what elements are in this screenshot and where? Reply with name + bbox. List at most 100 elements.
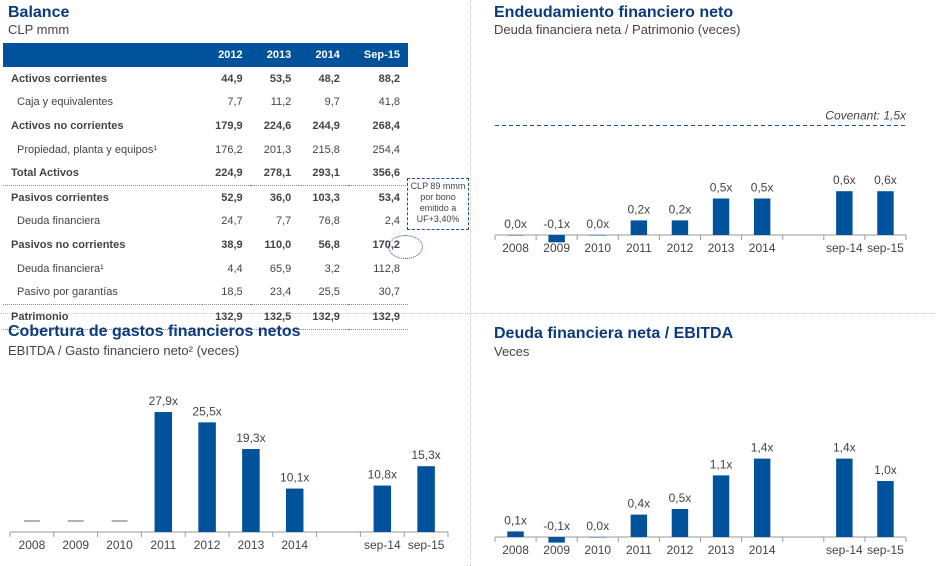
cell: 38,9 — [221, 238, 243, 251]
x-tick-label: 2011 — [626, 241, 652, 255]
cell: 41,8 — [378, 96, 400, 109]
x-tick-label: sep-15 — [408, 538, 445, 552]
x-tick-label: 2011 — [150, 538, 176, 552]
data-label: 19,3x — [236, 431, 265, 445]
table-row: Pasivo por garantías 18,5 23,4 25,5 30,7 — [3, 280, 408, 304]
x-tick-label: sep-14 — [826, 241, 863, 255]
cell: 132,9 — [202, 303, 251, 330]
data-label: 10,1x — [280, 471, 309, 485]
cell: 53,5 — [269, 72, 292, 85]
bar — [712, 475, 730, 537]
row-label: Deuda financiera — [17, 215, 101, 228]
cell: 3,2 — [324, 262, 340, 275]
table-row: Pasivos corrientes 52,9 36,0 103,3 53,4 — [3, 184, 408, 210]
x-tick-label: 2012 — [194, 538, 221, 552]
x-tick-label: 2009 — [62, 538, 89, 552]
x-tick-label: 2008 — [502, 543, 529, 557]
x-tick-label: 2010 — [584, 241, 611, 255]
chart1-subtitle: Deuda financiera neta / Patrimonio (vece… — [494, 22, 741, 37]
data-label: 0,6x — [833, 173, 856, 187]
table-row: Caja y equivalentes 7,7 11,2 9,7 41,8 — [3, 91, 408, 115]
table-row: Total Activos 224,9 278,1 293,1 356,6 — [3, 161, 408, 185]
bar — [589, 235, 606, 236]
row-label: Deuda financiera¹ — [17, 262, 104, 275]
data-label: 0,0x — [586, 217, 609, 231]
bar — [836, 191, 853, 235]
bar — [836, 458, 853, 537]
table-row: Deuda financiera¹ 4,4 65,9 3,2 112,8 — [3, 257, 408, 281]
bar — [753, 198, 771, 235]
cell: 52,9 — [202, 184, 251, 210]
bar — [507, 235, 524, 236]
cell: 244,9 — [312, 119, 340, 132]
x-tick-label: 2014 — [281, 538, 308, 552]
bar — [712, 198, 730, 235]
x-tick-label: sep-15 — [867, 543, 904, 557]
bar — [285, 488, 304, 532]
x-tick-label: 2013 — [238, 538, 265, 552]
cell: 132,5 — [250, 303, 300, 330]
bar — [417, 466, 435, 532]
x-tick-label: 2010 — [584, 543, 611, 557]
divider-horizontal — [0, 313, 936, 314]
bar — [671, 509, 689, 537]
data-label: 1,4x — [833, 441, 856, 455]
cell: 23,4 — [269, 286, 292, 299]
cell: 110,0 — [264, 238, 292, 251]
cell: 30,7 — [378, 286, 400, 299]
x-tick-label: sep-14 — [826, 543, 863, 557]
bar — [154, 412, 173, 532]
data-label: 0,5x — [751, 181, 774, 195]
balance-title: Balance — [8, 4, 70, 21]
data-label: 10,8x — [368, 468, 397, 482]
x-tick-label: 2014 — [749, 241, 776, 255]
data-label: 1,4x — [751, 441, 774, 455]
x-tick-label: 2008 — [502, 241, 529, 255]
highlight-circle — [388, 235, 423, 259]
row-label: Caja y equivalentes — [17, 96, 114, 109]
cell: 88,2 — [378, 72, 400, 85]
data-label: 0,5x — [669, 491, 692, 505]
divider-vertical — [470, 0, 471, 566]
cell: 254,4 — [372, 143, 400, 156]
bar — [877, 191, 894, 235]
column-header: 2013 — [250, 43, 300, 67]
data-label: 0,0x — [504, 217, 527, 231]
column-header: Sep-15 — [347, 43, 408, 67]
data-label: 1,1x — [710, 457, 733, 471]
table-row: Deuda financiera 24,7 7,7 76,8 2,4 — [3, 210, 408, 234]
data-label: 0,2x — [628, 202, 651, 216]
cell: 224,6 — [263, 119, 292, 132]
bar — [589, 537, 606, 538]
row-label: Pasivo por garantías — [17, 286, 118, 299]
table-row: Propiedad, planta y equipos¹ 176,2 201,3 21… — [3, 138, 408, 162]
row-label: Propiedad, planta y equipos¹ — [17, 143, 158, 156]
cell: 132,9 — [347, 303, 408, 330]
row-label: Patrimonio — [3, 303, 202, 330]
bar — [242, 449, 260, 532]
data-label: 15,3x — [411, 448, 440, 462]
x-tick-label: 2013 — [708, 241, 735, 255]
x-tick-label: sep-15 — [867, 241, 904, 255]
x-tick-label: 2012 — [667, 543, 694, 557]
cell: 7,7 — [275, 215, 292, 228]
column-header: 2012 — [202, 43, 251, 67]
x-tick-label: 2009 — [543, 543, 570, 557]
data-label: -0,1x — [543, 217, 570, 231]
row-label: Pasivos corrientes — [3, 184, 202, 210]
x-tick-label: 2011 — [626, 543, 652, 557]
table-row: Activos no corrientes 179,9 224,6 244,9 268,… — [3, 114, 408, 138]
cell: 7,7 — [227, 96, 243, 109]
data-label: 0,6x — [874, 173, 897, 187]
bond-note: CLP 89 mmm por bono emitido a UF+3,40% — [407, 178, 469, 230]
row-label: Total Activos — [11, 167, 79, 180]
bar — [198, 422, 216, 532]
cell: 24,7 — [221, 215, 243, 228]
cell: 224,9 — [215, 167, 243, 180]
table-row: Activos corrientes 44,9 53,5 48,2 88,2 — [3, 67, 408, 91]
chart3-title: Deuda financiera neta / EBITDA — [494, 325, 734, 342]
cell: 278,1 — [263, 167, 292, 180]
cell: 176,2 — [215, 143, 243, 156]
row-label: Activos corrientes — [11, 72, 107, 85]
data-label: 0,5x — [710, 181, 733, 195]
